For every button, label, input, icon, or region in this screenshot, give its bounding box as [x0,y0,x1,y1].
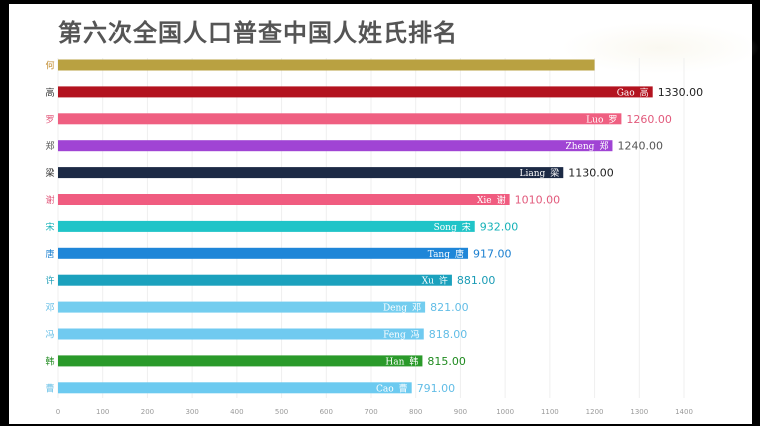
value-label: 1260.00 [626,113,672,126]
category-label: 谢 [45,194,54,206]
value-label: 932.00 [480,220,519,233]
category-label: 冯 [45,330,54,341]
bar-inner-label: Zheng 郑 [566,140,609,152]
bar-inner-label: Han 韩 [385,355,418,367]
category-label: 韩 [45,355,54,367]
category-label: 曹 [45,382,54,394]
x-tick-label: 1000 [496,408,514,416]
pinyin-label: Luo [586,115,603,125]
x-tick-label: 800 [409,408,422,416]
bars: 何高 Gao 高 1330.00 罗 Luo 罗 1260.00 郑 Zheng 郑 1240.00 梁… [45,59,704,395]
bar-inner-label: Luo 罗 [586,114,617,125]
value-label: 821.00 [430,301,469,314]
pinyin-label: Zheng [566,142,595,152]
surname-label: 唐 [455,248,464,260]
x-tick-label: 1100 [541,408,559,416]
x-tick-label: 100 [96,408,109,416]
bar-tang [58,247,469,259]
bar-he [58,59,595,71]
x-tick-label: 1300 [630,408,648,416]
value-label: 815.00 [427,355,466,368]
bar-inner-label: Tang 唐 [428,248,464,260]
bar-inner-label: Deng 邓 [383,303,421,314]
category-label: 梁 [45,167,54,179]
value-label: 1240.00 [617,140,663,153]
x-tick-label: 500 [275,408,288,416]
surname-label: 梁 [550,167,559,179]
x-tick-label: 900 [454,408,467,416]
x-tick-label: 400 [230,408,243,416]
value-label: 1010.00 [515,194,561,207]
bar-feng [58,328,424,340]
bar-gao [58,86,653,98]
bar-han [58,355,423,367]
x-tick-label: 1400 [675,408,693,416]
chart-title: 第六次全国人口普查中国人姓氏排名 [58,19,458,47]
bar-xie [58,194,510,205]
x-tick-label: 700 [364,408,377,416]
value-label: 1130.00 [568,167,614,180]
bar-inner-label: Song 宋 [434,221,471,233]
category-label: 何 [45,60,54,72]
bar-inner-label: Xu 许 [422,275,448,287]
bar-song [58,220,475,232]
pinyin-label: Tang [428,250,450,260]
bar-deng [58,301,426,313]
bar-inner-label: Gao 高 [617,86,649,98]
bar-inner-label: Liang 梁 [519,167,559,179]
category-label: 邓 [45,303,54,314]
value-label: 917.00 [473,247,512,260]
pinyin-label: Deng [383,304,407,314]
x-axis-ticks: 0 100 200 300 400 500 600 700 800 900 1000 1100 1200… [56,408,693,416]
value-label: 818.00 [429,328,468,341]
bar-luo [58,113,622,125]
surname-label: 郑 [599,140,608,152]
surname-label: 邓 [412,303,421,314]
surname-label: 曹 [399,382,408,394]
category-label: 唐 [45,248,54,260]
bar-inner-label: Feng 冯 [383,330,420,341]
surname-label: 许 [439,275,448,287]
bar-cao [58,382,412,394]
surname-label: 谢 [497,194,506,206]
pinyin-label: Xie [477,196,492,206]
pinyin-label: Cao [376,384,394,394]
x-tick-label: 1200 [586,408,604,416]
bar-zheng [58,140,613,152]
bar-liang [58,167,564,179]
surname-label: 冯 [411,330,420,341]
pinyin-label: Song [434,223,457,233]
category-label: 许 [45,275,54,287]
x-tick-label: 300 [185,408,198,416]
x-tick-label: 0 [56,408,60,416]
category-label: 郑 [45,140,54,152]
pinyin-label: Gao [617,88,635,98]
bar-inner-label: Cao 曹 [376,382,408,394]
pinyin-label: Xu [422,277,434,287]
x-tick-label: 600 [320,408,333,416]
surname-label: 韩 [409,355,418,367]
x-tick-label: 200 [141,408,154,416]
chart-frame [9,4,752,424]
surname-label: 罗 [608,114,617,125]
value-label: 1330.00 [658,86,704,99]
bar-inner-label: Xie 谢 [477,194,506,206]
surname-label: 高 [640,86,649,98]
category-label: 罗 [45,114,54,125]
value-label: 881.00 [457,274,496,287]
pinyin-label: Han [385,357,404,367]
pinyin-label: Liang [519,169,545,179]
category-label: 宋 [45,221,54,233]
surname-label: 宋 [462,221,471,233]
pinyin-label: Feng [383,331,406,341]
value-label: 791.00 [417,382,456,395]
category-label: 高 [45,86,54,98]
bar-xu [58,274,452,286]
